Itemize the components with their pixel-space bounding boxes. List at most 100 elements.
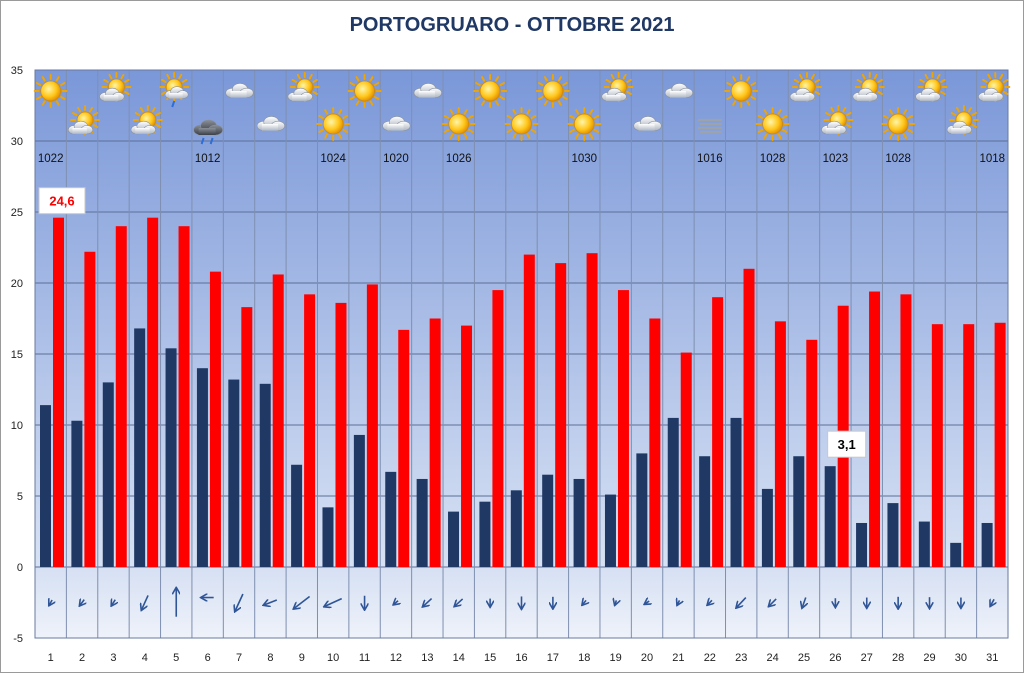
sun-ray	[526, 109, 531, 115]
wind-arrow	[49, 600, 52, 605]
sun-ray	[108, 73, 113, 80]
bar-min-temp	[291, 464, 303, 567]
sun-ray	[373, 82, 380, 86]
x-tick-label: 13	[421, 652, 433, 664]
sun-ray	[777, 109, 782, 115]
y-axis: 35 30 25 20 15 10 5 0 -5	[11, 65, 23, 645]
x-tick-label: 23	[735, 652, 747, 664]
data-label-box	[827, 430, 867, 458]
y-tick-label: 10	[11, 420, 23, 432]
sun-ray	[777, 133, 782, 139]
sun-disc	[573, 113, 595, 135]
cloud-part	[292, 95, 307, 101]
sun-ray	[77, 106, 82, 113]
sun-ray	[481, 100, 486, 106]
partly-sunny-icon	[601, 72, 634, 102]
sun-ray	[349, 96, 356, 100]
sun-ray	[291, 79, 298, 83]
sun-ray	[355, 100, 360, 106]
x-tick-label: 21	[672, 652, 684, 664]
x-tick-label: 11	[359, 652, 370, 664]
x-tick-label: 5	[173, 652, 179, 664]
bar-max-temp	[115, 226, 127, 567]
bar-max-temp	[335, 302, 347, 567]
sun-ray	[907, 115, 914, 119]
sun-ray	[526, 133, 531, 139]
sun-ray	[124, 91, 130, 95]
sun-ray	[495, 76, 500, 82]
sun-ray	[338, 133, 343, 139]
sun-ray	[103, 79, 109, 83]
bar-max-temp	[617, 290, 629, 567]
sun-ray	[798, 73, 803, 80]
sun-ray	[562, 96, 568, 100]
partly-sunny-icon	[946, 105, 979, 135]
bar-max-temp	[398, 329, 410, 567]
chart-title: PORTOGRUARO - OTTOBRE 2021	[349, 14, 675, 36]
thunder-rain-icon	[193, 119, 223, 145]
sun-ray	[746, 76, 751, 82]
sun-ray	[161, 91, 167, 95]
sun-ray	[830, 106, 835, 113]
x-tick-label: 8	[267, 652, 273, 664]
x-tick-label: 10	[327, 652, 339, 664]
rain-drop	[209, 137, 214, 145]
rain-drop	[200, 137, 205, 145]
bar-max-temp	[178, 226, 190, 567]
sun-disc	[479, 80, 501, 102]
bar-max-temp	[555, 263, 567, 567]
bar-min-temp	[793, 456, 805, 567]
x-axis: 1 2 3 4 5 6 7 8 9 10 11 12 13 14 15 16 17 18 19 20 21 22 23 24 2…	[48, 652, 999, 664]
bar-max-temp	[586, 253, 598, 567]
x-tick-label: 22	[704, 652, 716, 664]
sun-ray	[940, 91, 946, 95]
x-tick-label: 18	[578, 652, 590, 664]
y-tick-label: 0	[17, 562, 23, 574]
sun-ray	[312, 91, 318, 95]
sun-ray	[889, 109, 894, 115]
partly-sunny-icon	[67, 105, 101, 135]
sun-ray	[593, 129, 600, 133]
x-tick-label: 14	[453, 652, 465, 664]
x-tick-label: 9	[299, 652, 305, 664]
sun-ray	[60, 82, 66, 86]
x-tick-label: 28	[892, 652, 904, 664]
cloud-part	[919, 95, 935, 101]
sun-icon	[347, 74, 382, 108]
sun-ray	[512, 133, 517, 139]
partly-sunny-icon	[789, 72, 822, 102]
wind-arrow	[80, 600, 84, 606]
pressure-label: 1023	[823, 153, 849, 165]
sun-ray	[763, 133, 768, 139]
wind-arrow	[769, 598, 777, 606]
sun-ray	[55, 100, 60, 106]
sun-ray	[166, 73, 171, 80]
x-tick-label: 7	[236, 652, 242, 664]
wind-arrow	[423, 598, 433, 607]
sun-icon	[881, 107, 916, 141]
wind-arrow	[455, 598, 464, 606]
bar-min-temp	[667, 417, 679, 567]
x-tick-label: 26	[829, 652, 841, 664]
wind-arrow	[991, 599, 995, 605]
sun-ray	[155, 112, 161, 116]
partly-sunny-icon	[978, 72, 1011, 102]
x-tick-label: 1	[48, 652, 54, 664]
cloud-part	[261, 124, 279, 131]
sun-ray	[181, 79, 188, 83]
sun-ray	[468, 115, 474, 119]
pressure-label: 1022	[38, 153, 64, 165]
bar-min-temp	[448, 511, 460, 567]
sun-ray	[781, 115, 788, 119]
wind-arrow	[112, 600, 116, 606]
sun-ray	[856, 79, 863, 83]
bar-max-temp	[994, 322, 1006, 567]
sun-ray	[569, 115, 575, 119]
sun-ray	[883, 129, 889, 133]
bar-max-temp	[209, 271, 221, 567]
bar-min-temp	[196, 368, 208, 567]
sun-icon	[441, 107, 476, 141]
y-tick-label: 25	[11, 207, 23, 219]
sun-ray	[530, 129, 537, 133]
